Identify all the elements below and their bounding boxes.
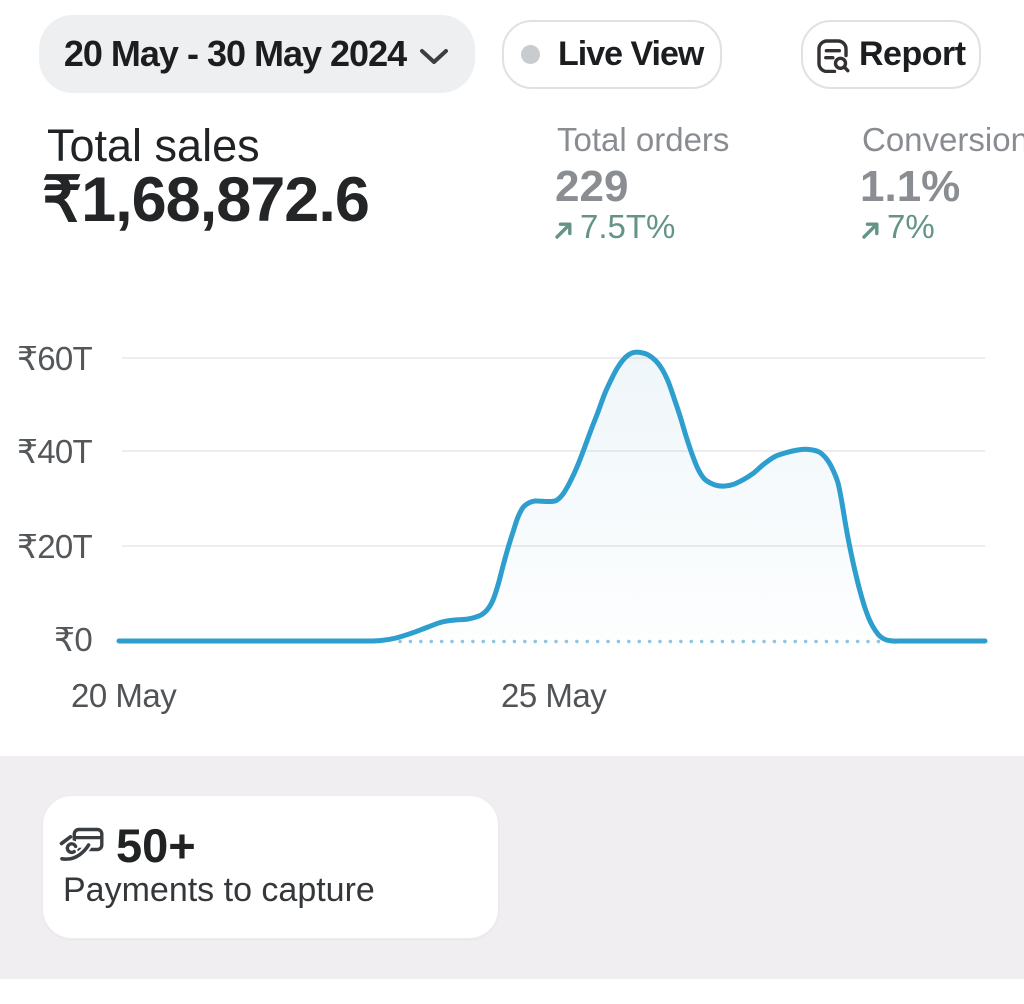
svg-text:₹40T: ₹40T xyxy=(17,433,93,470)
svg-text:25 May: 25 May xyxy=(501,677,607,714)
svg-text:₹20T: ₹20T xyxy=(17,528,93,565)
svg-text:₹0: ₹0 xyxy=(54,621,92,658)
svg-text:₹60T: ₹60T xyxy=(17,340,93,377)
svg-text:20 May: 20 May xyxy=(71,677,177,714)
